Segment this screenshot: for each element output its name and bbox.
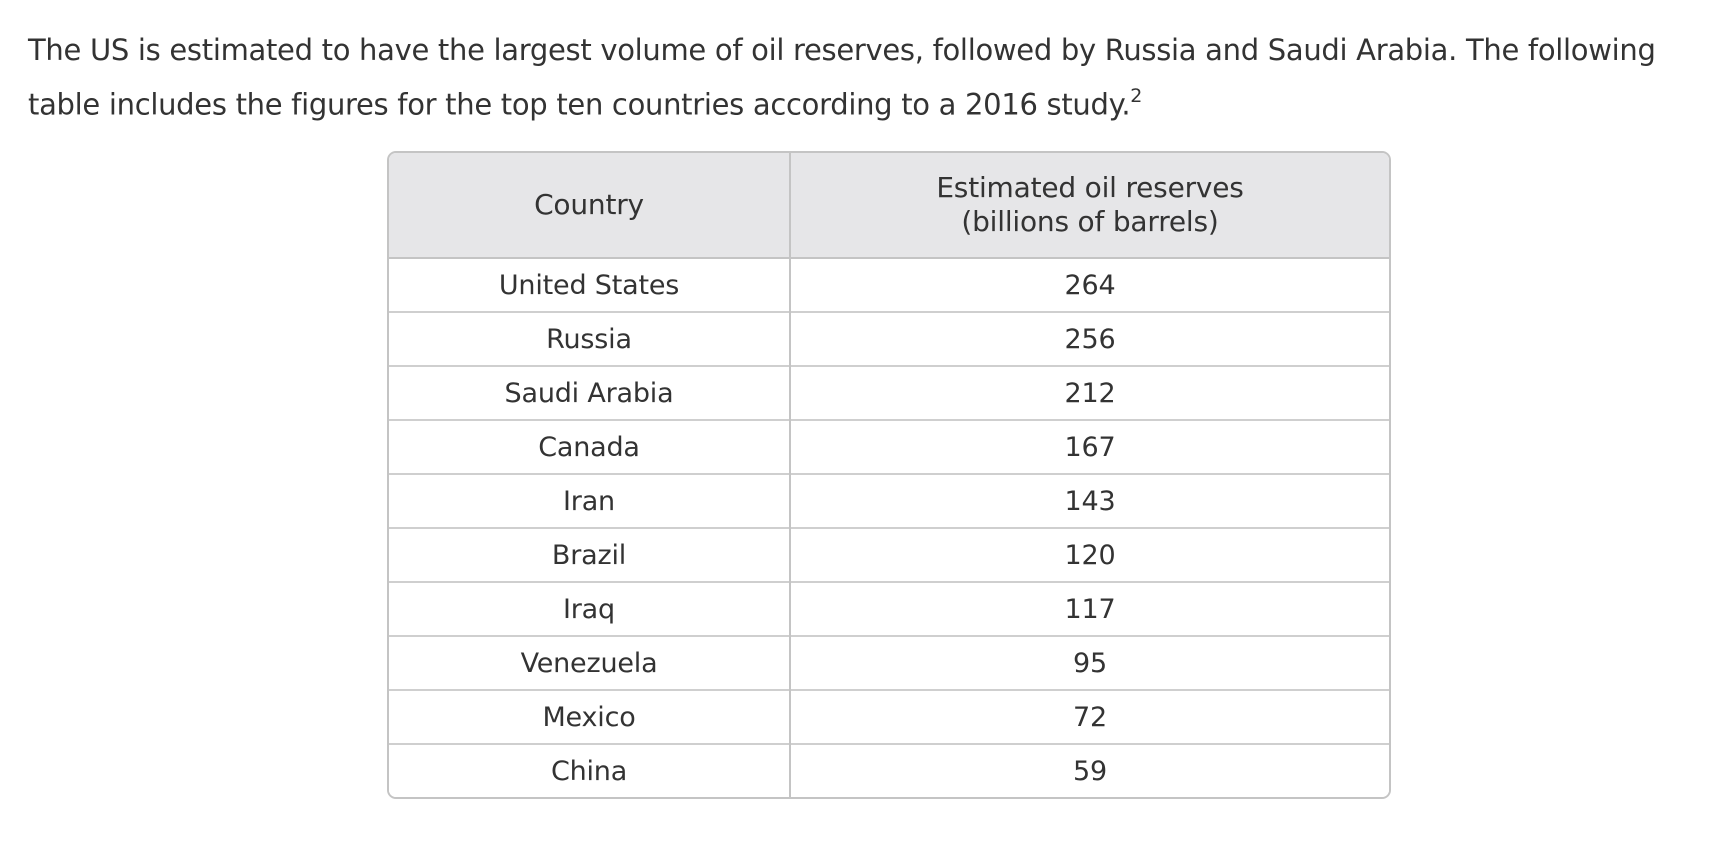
country-cell: Canada (389, 419, 790, 474)
country-cell: Iraq (389, 581, 790, 636)
intro-paragraph: The US is estimated to have the largest … (28, 26, 1700, 129)
country-cell: China (389, 743, 790, 797)
header-country: Country (389, 153, 790, 259)
table-row: Canada 167 (389, 419, 1389, 474)
header-reserves-line2: (billions of barrels) (961, 205, 1219, 238)
reserves-cell: 95 (789, 635, 1389, 690)
reserves-cell: 120 (789, 527, 1389, 582)
table-row: Iraq 117 (389, 581, 1389, 636)
reserves-cell: 143 (789, 473, 1389, 528)
country-cell: United States (389, 258, 790, 312)
header-reserves: Estimated oil reserves (billions of barr… (789, 153, 1389, 259)
table-row: Saudi Arabia 212 (389, 365, 1389, 420)
intro-text: The US is estimated to have the largest … (28, 33, 1656, 122)
reserves-cell: 72 (789, 689, 1389, 744)
table-row: Russia 256 (389, 311, 1389, 366)
reserves-cell: 59 (789, 743, 1389, 797)
country-cell: Mexico (389, 689, 790, 744)
table-row: Iran 143 (389, 473, 1389, 528)
header-reserves-line1: Estimated oil reserves (936, 171, 1244, 204)
reserves-cell: 264 (789, 258, 1389, 312)
reserves-cell: 117 (789, 581, 1389, 636)
country-cell: Saudi Arabia (389, 365, 790, 420)
table-row: Venezuela 95 (389, 635, 1389, 690)
header-row: Country Estimated oil reserves (billions… (389, 153, 1389, 259)
table-row: Brazil 120 (389, 527, 1389, 582)
table-row: Mexico 72 (389, 689, 1389, 744)
footnote-marker: 2 (1130, 85, 1143, 107)
reserves-cell: 167 (789, 419, 1389, 474)
country-cell: Russia (389, 311, 790, 366)
country-cell: Venezuela (389, 635, 790, 690)
reserves-cell: 212 (789, 365, 1389, 420)
reserves-cell: 256 (789, 311, 1389, 366)
country-cell: Iran (389, 473, 790, 528)
oil-reserves-table: Country Estimated oil reserves (billions… (387, 151, 1391, 799)
country-cell: Brazil (389, 527, 790, 582)
data-table: Country Estimated oil reserves (billions… (389, 153, 1389, 797)
table-row: China 59 (389, 743, 1389, 797)
table-row: United States 264 (389, 258, 1389, 312)
